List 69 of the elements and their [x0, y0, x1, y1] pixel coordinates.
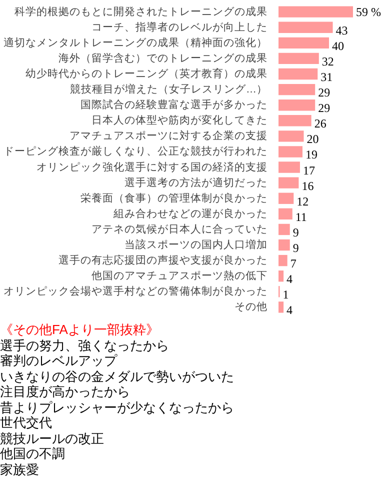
- y-tick-label: コーチ、指導者のレベルが向上した: [92, 20, 268, 34]
- data-label: 4: [286, 272, 293, 286]
- text: 選手の努力、強くなったから: [0, 338, 170, 353]
- bar: [278, 192, 294, 204]
- y-tick-label: 選手の有志応援団の声援や支援が良かった: [58, 254, 268, 267]
- bar: [278, 239, 290, 251]
- bar: [278, 68, 318, 80]
- text: いきなりの谷の金メダルで勢いがついた: [0, 368, 234, 384]
- y-tick-label: 競技種目が増えた（女子レスリング…）: [70, 82, 268, 96]
- text: 昔よりプレッシャーが少なくなったから: [0, 400, 234, 415]
- y-tick-label: 組み合わせなどの運が良かった: [112, 206, 268, 220]
- bar: [278, 270, 284, 282]
- data-label: 26: [314, 116, 326, 131]
- y-tick-label: 国際試合の経験豊富な選手が多かった: [80, 98, 268, 112]
- text: 世代交代: [0, 415, 53, 430]
- data-label: 29: [318, 86, 330, 100]
- bar: [278, 84, 316, 96]
- data-label: 9: [292, 225, 299, 240]
- data-label: 59 %: [356, 4, 381, 19]
- data-label: 17: [302, 163, 315, 178]
- bar: [278, 6, 353, 18]
- bar: [278, 52, 319, 64]
- data-label: 9: [292, 240, 299, 255]
- data-label: 43: [336, 23, 348, 38]
- data-label: 32: [322, 54, 334, 68]
- text: 《その他FAより一部抜粋》: [0, 322, 160, 338]
- text: 競技ルールの改正: [0, 430, 105, 446]
- data-label: 19: [305, 148, 318, 162]
- bar: [278, 130, 304, 142]
- y-tick-label: アマチュアスポーツに対する企業の支援: [70, 129, 268, 142]
- data-label: 31: [320, 70, 333, 84]
- y-tick-label: 当該スポーツの国内人口増加: [124, 238, 268, 251]
- data-label: 40: [332, 38, 344, 53]
- bar: [278, 208, 292, 220]
- text: 家族愛: [0, 462, 40, 477]
- text: 注目度が高かったから: [0, 384, 131, 400]
- y-tick-label: その他: [234, 301, 268, 314]
- y-tick-label: 幼少時代からのトレーニング（英才教育）の成果: [26, 67, 268, 80]
- y-tick-label: 日本人の体型や筋肉が変化してきた: [92, 114, 268, 127]
- bar: [278, 37, 329, 49]
- bar: [278, 100, 316, 111]
- data-label: 16: [302, 178, 314, 193]
- bar: [278, 254, 288, 266]
- data-label: 12: [296, 194, 309, 208]
- data-label: 1: [282, 288, 289, 302]
- y-tick-label: ドーピング検査が厳しくなり、公正な競技が行われた: [4, 144, 268, 158]
- y-tick-label: 海外（留学含む）でのトレーニングの成果: [58, 51, 268, 64]
- bar: [278, 22, 333, 33]
- y-tick-label: 他国のアマチュアスポーツ熱の低下: [92, 269, 268, 282]
- data-label: 7: [290, 256, 296, 271]
- y-tick-label: 科学的根拠のもとに開発されたトレーニングの成果: [14, 4, 268, 18]
- y-tick-label: アテネの気候が日本人に合っていた: [92, 222, 268, 236]
- bar: [278, 162, 300, 173]
- y-tick-label: 適切なメンタルトレーニングの成果（精神面の強化）: [4, 36, 268, 49]
- bar: [278, 302, 284, 313]
- bar: [278, 115, 312, 126]
- text: 他国の不調: [0, 446, 66, 462]
- data-label: 4: [286, 303, 293, 318]
- data-label: 20: [306, 132, 319, 146]
- y-tick-label: 選手選考の方法が適切だった: [124, 176, 268, 189]
- bar: [278, 146, 302, 158]
- text: 審判のレベルアップ: [0, 353, 118, 368]
- y-tick-label: オリンピック会場や選手村などの警備体制が良かった: [4, 284, 268, 298]
- data-label: 11: [295, 210, 307, 224]
- bar: [278, 224, 290, 236]
- y-tick-label: 栄養面（食事）の管理体制が良かった: [80, 191, 268, 204]
- bar: [278, 177, 299, 188]
- y-tick-label: オリンピック強化選手に対する国の経済的支援: [36, 160, 268, 174]
- data-label: 29: [318, 101, 330, 116]
